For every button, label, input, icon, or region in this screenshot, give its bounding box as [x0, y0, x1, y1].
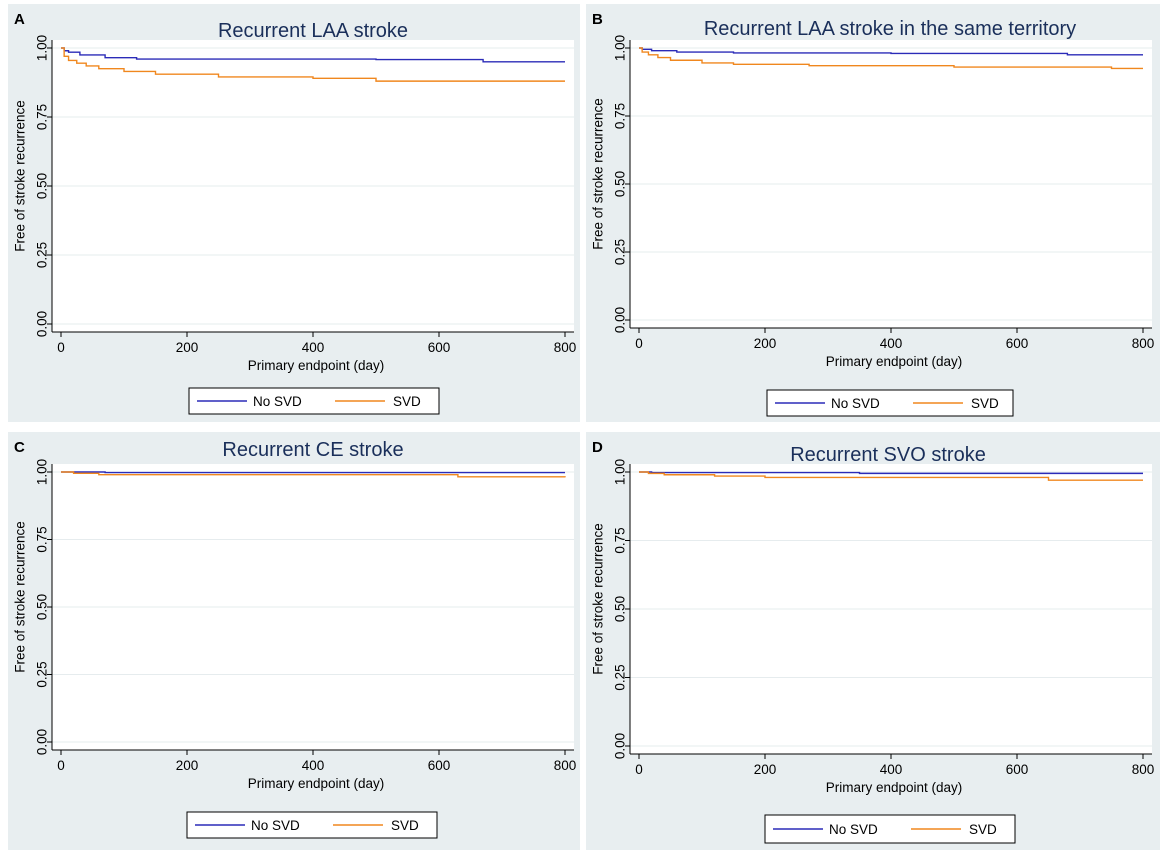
y-axis-label: Free of stroke recurrence: [591, 98, 606, 250]
y-tick-label: 0.50: [35, 173, 50, 199]
y-axis-label: Free of stroke recurrence: [13, 100, 28, 252]
legend-label: No SVD: [831, 396, 880, 411]
x-tick-label: 0: [635, 762, 643, 777]
x-axis-label: Primary endpoint (day): [826, 354, 963, 369]
legend-label: SVD: [969, 822, 997, 837]
x-tick-label: 800: [554, 758, 577, 773]
x-tick-label: 200: [176, 340, 199, 355]
series-line-no-svd: [61, 471, 565, 474]
y-tick-label: 0.75: [35, 526, 50, 552]
series-line-svd: [61, 47, 565, 82]
y-tick-label: 0.75: [613, 527, 628, 553]
chart-panel-a: 0.00 0.25 0.50 0.75 1.00 0 200 400 600 800 Primary…: [8, 4, 580, 422]
x-tick-label: 600: [428, 340, 451, 355]
legend-label: SVD: [971, 396, 999, 411]
series-line-svd: [61, 471, 566, 478]
x-tick-label: 600: [1006, 762, 1029, 777]
legend: No SVD SVD: [186, 811, 438, 839]
chart-title: Recurrent CE stroke: [222, 439, 403, 461]
x-tick-label: 800: [1132, 336, 1155, 351]
x-tick-label: 200: [754, 336, 777, 351]
legend: No SVD SVD: [766, 389, 1014, 417]
series-line-no-svd: [639, 47, 1143, 56]
x-tick-label: 800: [554, 340, 577, 355]
y-tick-label: 0.00: [613, 307, 628, 333]
y-tick-label: 0.25: [35, 242, 50, 268]
x-tick-label: 200: [176, 758, 199, 773]
panel-letter: A: [14, 11, 25, 28]
x-tick-label: 600: [1006, 336, 1029, 351]
x-axis-label: Primary endpoint (day): [248, 358, 385, 373]
y-tick-label: 0.25: [613, 664, 628, 690]
y-tick-label: 1.00: [35, 459, 50, 485]
legend-label: SVD: [391, 818, 419, 833]
x-tick-label: 400: [302, 758, 325, 773]
y-tick-label: 0.50: [35, 594, 50, 620]
x-tick-label: 400: [880, 762, 903, 777]
x-tick-label: 0: [57, 340, 65, 355]
x-tick-label: 0: [635, 336, 643, 351]
series-line-no-svd: [61, 47, 565, 63]
chart-title: Recurrent SVO stroke: [790, 444, 986, 466]
x-tick-label: 0: [57, 758, 65, 773]
y-tick-label: 0.00: [35, 311, 50, 337]
x-axis-label: Primary endpoint (day): [826, 780, 963, 795]
y-tick-label: 0.25: [613, 239, 628, 265]
series-line-svd: [639, 47, 1143, 70]
y-axis-label: Free of stroke recurrence: [13, 521, 28, 673]
x-tick-label: 800: [1132, 762, 1155, 777]
x-tick-label: 600: [428, 758, 451, 773]
legend: No SVD SVD: [764, 814, 1016, 844]
series-line-svd: [639, 471, 1143, 481]
y-tick-label: 0.75: [613, 103, 628, 129]
panel-letter: B: [592, 11, 603, 28]
y-tick-label: 0.75: [35, 104, 50, 130]
legend: No SVD SVD: [188, 387, 440, 415]
y-tick-label: 0.25: [35, 661, 50, 687]
y-tick-label: 0.00: [613, 733, 628, 759]
legend-label: No SVD: [253, 394, 302, 409]
legend-label: No SVD: [251, 818, 300, 833]
chart-panel-b: 0.00 0.25 0.50 0.75 1.00 0 200 400 600 800 Primary…: [586, 4, 1160, 422]
y-tick-label: 1.00: [35, 35, 50, 61]
chart-title: Recurrent LAA stroke in the same territo…: [704, 18, 1076, 40]
x-tick-label: 400: [302, 340, 325, 355]
y-tick-label: 1.00: [613, 459, 628, 485]
y-tick-label: 0.50: [613, 171, 628, 197]
chart-title: Recurrent LAA stroke: [218, 20, 408, 42]
y-axis-label: Free of stroke recurrence: [591, 523, 606, 675]
chart-panel-d: 0.00 0.25 0.50 0.75 1.00 0 200 400 600 800 Primary…: [586, 432, 1160, 850]
x-tick-label: 200: [754, 762, 777, 777]
panel-letter: D: [592, 439, 603, 456]
y-tick-label: 0.50: [613, 596, 628, 622]
x-tick-label: 400: [880, 336, 903, 351]
legend-label: No SVD: [829, 822, 878, 837]
y-tick-label: 0.00: [35, 729, 50, 755]
panel-letter: C: [14, 439, 25, 456]
x-axis-label: Primary endpoint (day): [248, 776, 385, 791]
legend-label: SVD: [393, 394, 421, 409]
series-line-no-svd: [639, 471, 1143, 475]
y-tick-label: 1.00: [613, 35, 628, 61]
chart-panel-c: 0.00 0.25 0.50 0.75 1.00 0 200 400 600 800 Primary…: [8, 432, 580, 850]
